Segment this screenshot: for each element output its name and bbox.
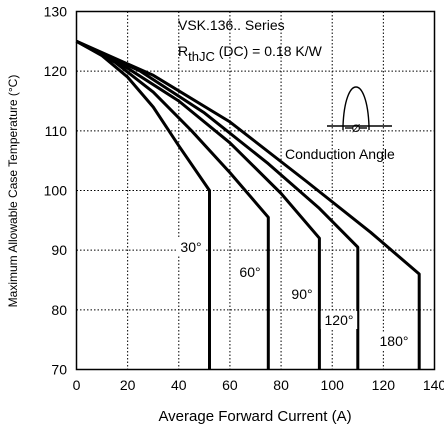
series-label: 60°: [239, 264, 260, 280]
chart-subtitle: RthJC (DC) = 0.18 K/W: [178, 43, 323, 64]
plot-frame: [75, 10, 436, 371]
y-tick-label: 80: [51, 302, 67, 318]
series-line-5: [75, 39, 421, 370]
x-axis-title: Average Forward Current (A): [158, 408, 351, 425]
series-label-box: [287, 285, 317, 303]
tick-labels: 0 20 40 60 80 100 120 140 70 80 90 100 110 120 130: [44, 4, 444, 394]
series-group: [75, 39, 421, 370]
chart-title: VSK.136.. Series: [178, 17, 285, 33]
y-axis-title: Maximum Allowable Case Temperature (°C): [6, 75, 20, 308]
series-label: 30°: [180, 239, 201, 255]
y-tick-label: 70: [51, 362, 67, 378]
gridlines: [76, 11, 435, 370]
x-tick-label: 40: [171, 377, 187, 393]
subtitle-prefix: R: [178, 43, 188, 59]
x-tick-label: 100: [321, 377, 345, 393]
x-tick-label: 20: [120, 377, 136, 393]
series-label: 120°: [325, 312, 354, 328]
y-tick-label: 120: [44, 63, 68, 79]
subtitle-suffix: (DC) = 0.18 K/W: [215, 43, 323, 59]
series-label: 90°: [291, 286, 312, 302]
series-label-box: [235, 263, 265, 281]
series-labels: 30° 60° 90° 120° 180°: [176, 238, 413, 350]
series-label: 180°: [380, 333, 409, 349]
series-label-box: [320, 311, 358, 329]
x-tick-label: 0: [73, 377, 81, 393]
y-tick-label: 100: [44, 183, 68, 199]
y-tick-label: 90: [51, 242, 67, 258]
x-tick-label: 120: [372, 377, 396, 393]
series-label-box: [176, 238, 206, 256]
y-tick-label: 130: [44, 4, 68, 20]
conduction-angle-annotation: Conduction Angle: [285, 146, 395, 162]
y-tick-label: 110: [45, 123, 68, 139]
x-tick-label: 140: [423, 377, 444, 393]
series-line-3: [75, 39, 321, 370]
half-sine-waveform-icon: [327, 86, 392, 130]
x-tick-label: 80: [273, 377, 289, 393]
x-tick-label: 60: [222, 377, 238, 393]
series-label-box: [375, 332, 413, 350]
subtitle-subscript: thJC: [188, 49, 215, 64]
conduction-angle-symbol: Ø: [352, 123, 361, 135]
